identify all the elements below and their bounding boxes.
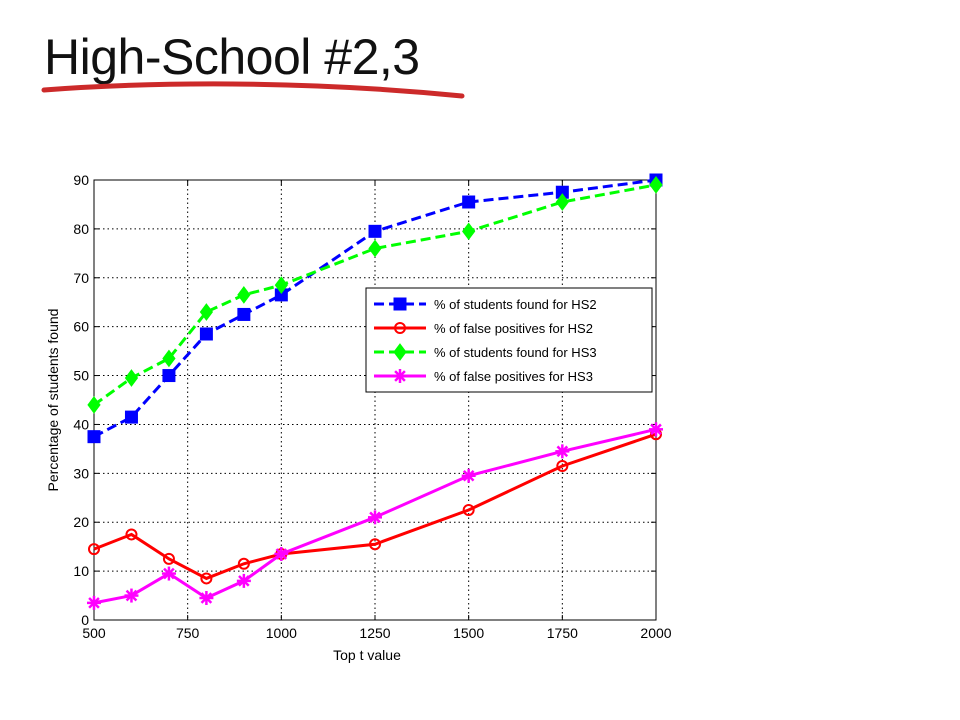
y-tick-label: 40	[73, 416, 89, 432]
data-point	[394, 322, 406, 334]
data-point	[393, 369, 407, 383]
x-tick-label: 1500	[453, 625, 484, 641]
y-tick-label: 90	[73, 172, 89, 188]
data-point	[199, 327, 213, 341]
data-point	[556, 460, 569, 472]
data-point	[236, 573, 251, 588]
data-point	[87, 430, 101, 444]
y-tick-label: 70	[73, 270, 89, 286]
data-point	[162, 552, 175, 565]
legend-item: % of students found for HS2	[374, 297, 597, 312]
data-point	[368, 239, 382, 258]
data-point	[462, 195, 476, 209]
data-point	[199, 303, 214, 321]
series-4	[87, 422, 663, 610]
data-point	[162, 369, 176, 383]
data-point	[393, 297, 407, 311]
data-point	[462, 222, 476, 241]
data-point	[393, 343, 407, 361]
y-tick-label: 10	[73, 563, 89, 579]
series-line	[93, 427, 657, 605]
x-tick-label: 1250	[359, 625, 390, 641]
data-point	[162, 349, 176, 368]
data-point	[649, 176, 663, 194]
data-point	[237, 557, 250, 570]
legend-label: % of false positives for HS2	[434, 321, 593, 336]
series-1	[87, 173, 663, 444]
y-tick-label: 80	[73, 221, 89, 237]
legend-label: % of false positives for HS3	[434, 369, 593, 384]
data-point	[88, 543, 100, 556]
x-axis-label: Top t value	[333, 647, 401, 663]
x-tick-label: 1750	[547, 625, 578, 641]
data-point	[462, 504, 475, 516]
y-tick-label: 0	[81, 612, 89, 628]
series-3	[87, 176, 663, 414]
y-tick-label: 60	[73, 319, 89, 335]
legend-label: % of students found for HS3	[434, 345, 597, 360]
x-tick-label: 500	[82, 625, 106, 641]
x-tick-label: 1000	[266, 625, 297, 641]
data-point	[274, 276, 288, 294]
data-point	[124, 588, 139, 603]
data-point	[368, 224, 382, 238]
data-point	[200, 572, 213, 585]
legend-label: % of students found for HS2	[434, 297, 597, 312]
data-point	[125, 528, 138, 541]
slide-title: High-School #2,3	[44, 29, 420, 85]
series-line	[93, 183, 657, 407]
data-point	[237, 286, 251, 304]
y-tick-label: 30	[73, 465, 89, 481]
data-point	[461, 468, 476, 483]
y-tick-label: 20	[73, 514, 89, 530]
x-tick-label: 2000	[640, 625, 671, 641]
data-point	[649, 422, 663, 437]
data-point	[161, 566, 176, 581]
data-point	[124, 369, 139, 387]
data-point	[555, 444, 570, 459]
data-point	[555, 193, 569, 211]
series-line	[93, 178, 657, 438]
data-point	[274, 547, 289, 561]
data-point	[124, 410, 138, 424]
legend-item: % of false positives for HS3	[374, 369, 593, 384]
legend: % of students found for HS2 % of false po…	[365, 287, 653, 393]
data-point	[369, 538, 381, 551]
y-axis-label: Percentage of students found	[45, 309, 61, 492]
legend-item: % of false positives for HS2	[374, 321, 593, 336]
x-tick-label: 750	[176, 625, 200, 641]
data-point	[368, 510, 382, 525]
data-point	[199, 591, 214, 605]
data-point	[87, 595, 101, 610]
legend-item: % of students found for HS3	[374, 343, 597, 361]
series-line	[93, 432, 657, 581]
y-tick-label: 50	[73, 368, 89, 384]
data-point	[87, 396, 101, 414]
data-point	[237, 307, 251, 321]
